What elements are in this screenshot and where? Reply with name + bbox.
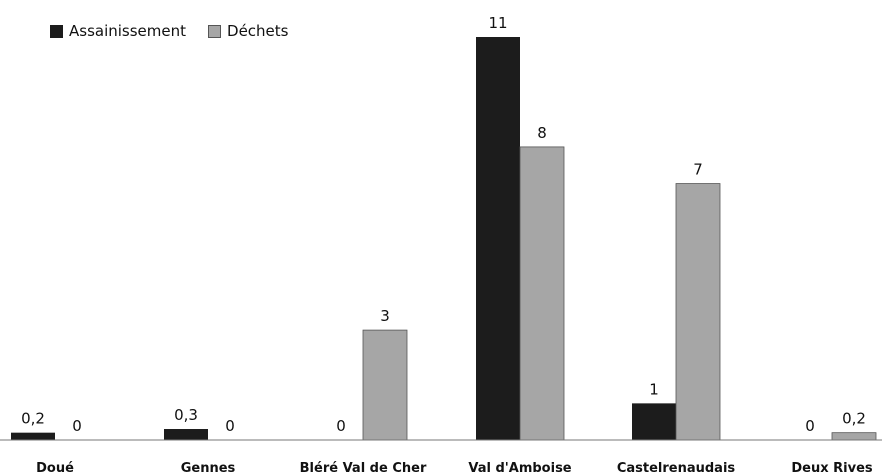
- data-label-assainissement-5: 0: [805, 417, 815, 435]
- data-label-assainissement-4: 1: [649, 380, 659, 398]
- data-label-assainissement-1: 0,3: [174, 406, 198, 424]
- category-label-0: Doué: [36, 461, 74, 476]
- data-label-assainissement-3: 11: [488, 14, 507, 32]
- legend-item-assainissement: Assainissement: [50, 22, 186, 40]
- legend-swatch-assainissement: [50, 24, 63, 38]
- data-label-dechets-2: 3: [380, 307, 390, 325]
- category-label-2: Bléré Val de Cher: [300, 461, 427, 476]
- data-label-assainissement-0: 0,2: [21, 410, 45, 428]
- bar-dechets-2: [362, 329, 408, 441]
- category-label-3: Val d'Amboise: [468, 461, 571, 476]
- data-label-assainissement-2: 0: [336, 417, 346, 435]
- bar-assainissement-3: [476, 37, 520, 440]
- data-label-dechets-1: 0: [225, 417, 235, 435]
- bar-dechets-4: [675, 183, 721, 441]
- data-label-dechets-4: 7: [693, 161, 703, 179]
- bar-assainissement-1: [164, 429, 208, 440]
- legend-label-assainissement: Assainissement: [69, 22, 187, 40]
- category-label-4: Castelrenaudais: [617, 461, 736, 476]
- bar-dechets-5: [831, 432, 877, 441]
- bar-dechets-3: [519, 146, 565, 441]
- legend-item-dechets: Déchets: [208, 22, 288, 40]
- legend-swatch-dechets: [208, 24, 222, 38]
- data-label-dechets-3: 8: [537, 124, 547, 142]
- legend-label-dechets: Déchets: [227, 22, 289, 40]
- bar-assainissement-0: [11, 432, 55, 440]
- category-label-1: Gennes: [181, 461, 236, 476]
- data-label-dechets-5: 0,2: [842, 410, 866, 428]
- bar-assainissement-4: [632, 403, 676, 440]
- legend: Assainissement Déchets: [50, 22, 310, 40]
- data-label-dechets-0: 0: [72, 417, 82, 435]
- category-label-5: Deux Rives: [791, 461, 873, 476]
